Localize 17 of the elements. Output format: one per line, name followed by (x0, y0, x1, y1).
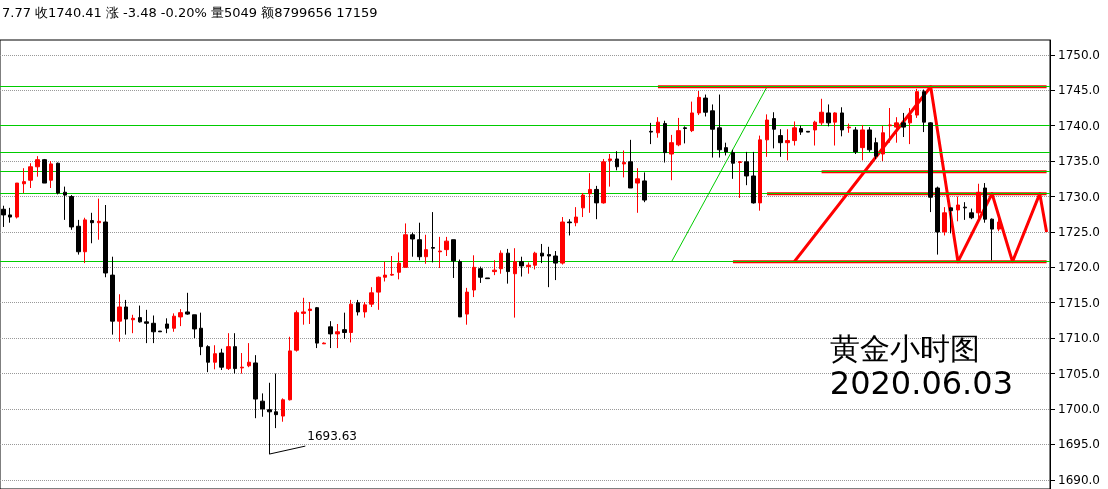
y-tick-label: 1700.0 (1058, 401, 1100, 416)
y-tick-label: 1745.0 (1058, 83, 1100, 98)
y-tick-label: 1720.0 (1058, 260, 1100, 275)
y-tick-label: 1725.0 (1058, 224, 1100, 239)
y-tick-label: 1730.0 (1058, 189, 1100, 204)
y-tick-label: 1715.0 (1058, 295, 1100, 310)
text: 7.77 收1740.41 涨 -3.48 -0.20% 量5049 额8799656 17159 (2, 5, 378, 20)
y-tick-label: 1735.0 (1058, 154, 1100, 169)
text: 黄金小时图 (829, 330, 980, 366)
y-tick-label: 1695.0 (1058, 437, 1100, 452)
y-tick-label: 1705.0 (1058, 366, 1100, 381)
y-tick-label: 1710.0 (1058, 331, 1100, 346)
annotation: 1693.63 (307, 429, 357, 444)
y-tick-label: 1690.0 (1058, 472, 1100, 487)
y-tick-label: 1740.0 (1058, 118, 1100, 133)
y-tick-label: 1750.0 (1058, 47, 1100, 62)
text: 2020.06.03 (829, 364, 1013, 402)
